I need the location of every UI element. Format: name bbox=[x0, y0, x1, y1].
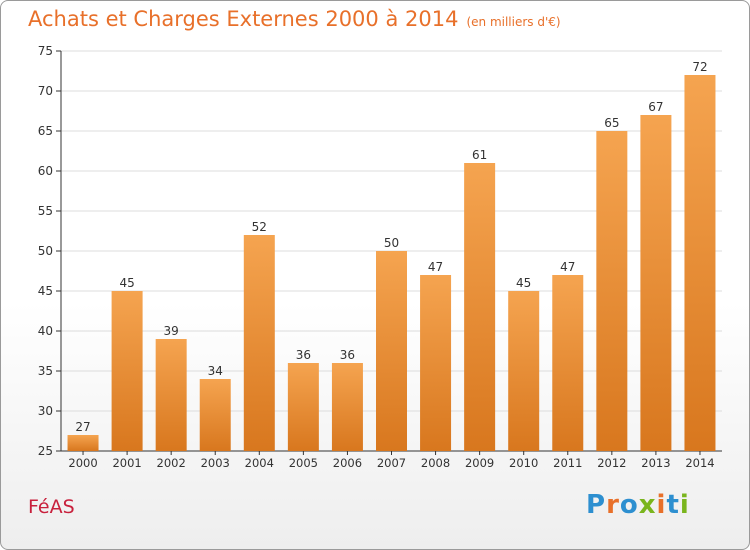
y-tick-label: 75 bbox=[38, 44, 53, 58]
value-label-2003: 34 bbox=[208, 364, 223, 378]
y-tick-label: 25 bbox=[38, 444, 53, 458]
y-tick-label: 70 bbox=[38, 84, 53, 98]
commune-name: FéAS bbox=[28, 496, 75, 518]
value-label-2012: 65 bbox=[604, 116, 619, 130]
value-label-2010: 45 bbox=[516, 276, 531, 290]
value-label-2008: 47 bbox=[428, 260, 443, 274]
bar-2001 bbox=[111, 291, 143, 451]
x-tick-label-2009: 2009 bbox=[465, 456, 494, 470]
y-tick-label: 30 bbox=[38, 404, 53, 418]
value-label-2013: 67 bbox=[648, 100, 663, 114]
x-tick-label-2004: 2004 bbox=[245, 456, 274, 470]
y-tick-label: 40 bbox=[38, 324, 53, 338]
value-label-2007: 50 bbox=[384, 236, 399, 250]
bar-2009 bbox=[464, 163, 496, 451]
x-tick-label-2005: 2005 bbox=[289, 456, 318, 470]
bar-2012 bbox=[596, 131, 628, 451]
x-tick-label-2003: 2003 bbox=[201, 456, 230, 470]
bar-2007 bbox=[376, 251, 407, 451]
bar-2000 bbox=[67, 435, 99, 451]
y-tick-label: 45 bbox=[38, 284, 53, 298]
bar-2006 bbox=[331, 363, 363, 451]
chart-title: Achats et Charges Externes 2000 à 2014 (e… bbox=[28, 7, 561, 31]
bar-2011 bbox=[552, 275, 584, 451]
bar-2005 bbox=[287, 363, 319, 451]
x-tick-label-2012: 2012 bbox=[597, 456, 626, 470]
value-label-2001: 45 bbox=[119, 276, 134, 290]
bar-2010 bbox=[508, 291, 540, 451]
x-tick-label-2008: 2008 bbox=[421, 456, 450, 470]
x-tick-label-2011: 2011 bbox=[553, 456, 582, 470]
x-tick-label-2014: 2014 bbox=[685, 456, 714, 470]
bar-2013 bbox=[640, 115, 672, 451]
x-tick-label-2006: 2006 bbox=[333, 456, 362, 470]
value-label-2004: 52 bbox=[252, 220, 267, 234]
x-tick-label-2002: 2002 bbox=[157, 456, 186, 470]
bar-2008 bbox=[420, 275, 452, 451]
value-label-2000: 27 bbox=[75, 420, 90, 434]
x-tick-label-2000: 2000 bbox=[68, 456, 97, 470]
x-tick-label-2010: 2010 bbox=[509, 456, 538, 470]
y-tick-label: 65 bbox=[38, 124, 53, 138]
y-tick-label: 50 bbox=[38, 244, 53, 258]
bar-2004 bbox=[243, 235, 275, 451]
value-label-2011: 47 bbox=[560, 260, 575, 274]
y-tick-label: 35 bbox=[38, 364, 53, 378]
bar-2003 bbox=[199, 379, 231, 451]
value-label-2006: 36 bbox=[340, 348, 355, 362]
value-label-2005: 36 bbox=[296, 348, 311, 362]
y-tick-label: 60 bbox=[38, 164, 53, 178]
x-tick-label-2013: 2013 bbox=[641, 456, 670, 470]
bar-2002 bbox=[155, 339, 187, 451]
value-label-2009: 61 bbox=[472, 148, 487, 162]
y-tick-label: 55 bbox=[38, 204, 53, 218]
proxiti-logo: Proxiti bbox=[586, 490, 690, 520]
value-label-2002: 39 bbox=[164, 324, 179, 338]
chart-unit: (en milliers d'€) bbox=[466, 15, 561, 29]
chart-title-text: Achats et Charges Externes 2000 à 2014 bbox=[28, 7, 459, 31]
x-tick-label-2007: 2007 bbox=[377, 456, 406, 470]
value-label-2014: 72 bbox=[692, 60, 707, 74]
bar-2014 bbox=[684, 75, 716, 451]
x-tick-label-2001: 2001 bbox=[112, 456, 141, 470]
